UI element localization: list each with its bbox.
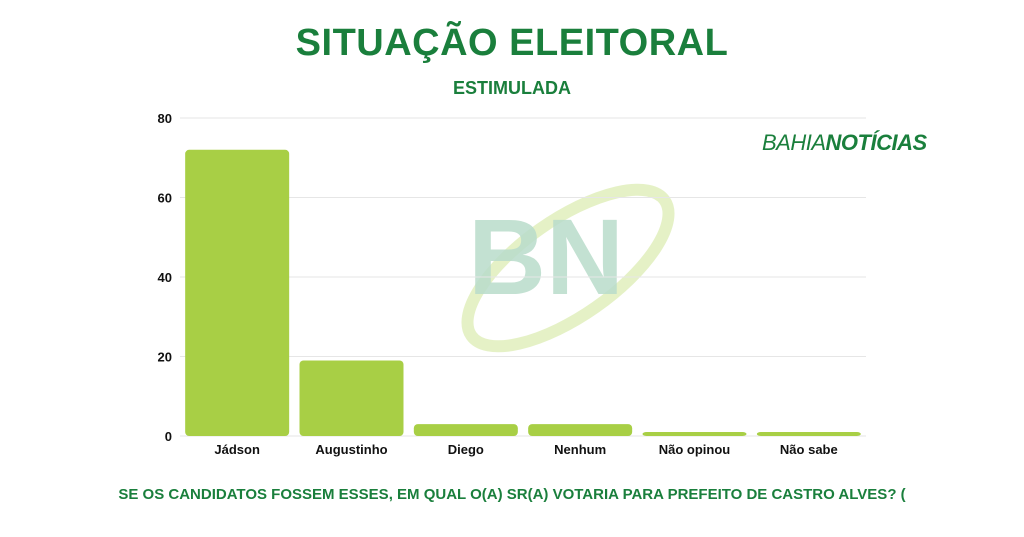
y-tick-label: 60 [158,191,172,206]
y-tick-label: 20 [158,350,172,365]
y-tick-label: 40 [158,270,172,285]
x-tick-label: Augustinho [315,442,387,457]
bn-watermark-logo: BN [461,183,675,353]
logo-text-noticias: NOTÍCIAS [825,130,928,155]
x-tick-label: Nenhum [554,442,606,457]
chart-title: SITUAÇÃO ELEITORAL [295,22,729,64]
x-tick-label: Não sabe [780,442,838,457]
bahia-noticias-logo: BAHIANOTÍCIAS [762,130,927,156]
bar-5 [756,432,861,436]
bar-2 [413,424,518,436]
logo-text-bahia: BAHIA [762,130,826,155]
survey-question: SE OS CANDIDATOS FOSSEM ESSES, EM QUAL O… [118,486,906,503]
x-tick-label: Jádson [214,442,260,457]
bar-3 [528,424,633,436]
x-tick-label: Não opinou [659,442,731,457]
x-tick-label: Diego [448,442,484,457]
bar-4 [642,432,747,436]
y-tick-label: 80 [158,111,172,126]
chart-subtitle: ESTIMULADA [453,78,571,98]
y-tick-label: 0 [165,429,172,444]
bar-1 [299,360,404,436]
bar-0 [185,149,290,437]
svg-text:BN: BN [468,196,624,317]
